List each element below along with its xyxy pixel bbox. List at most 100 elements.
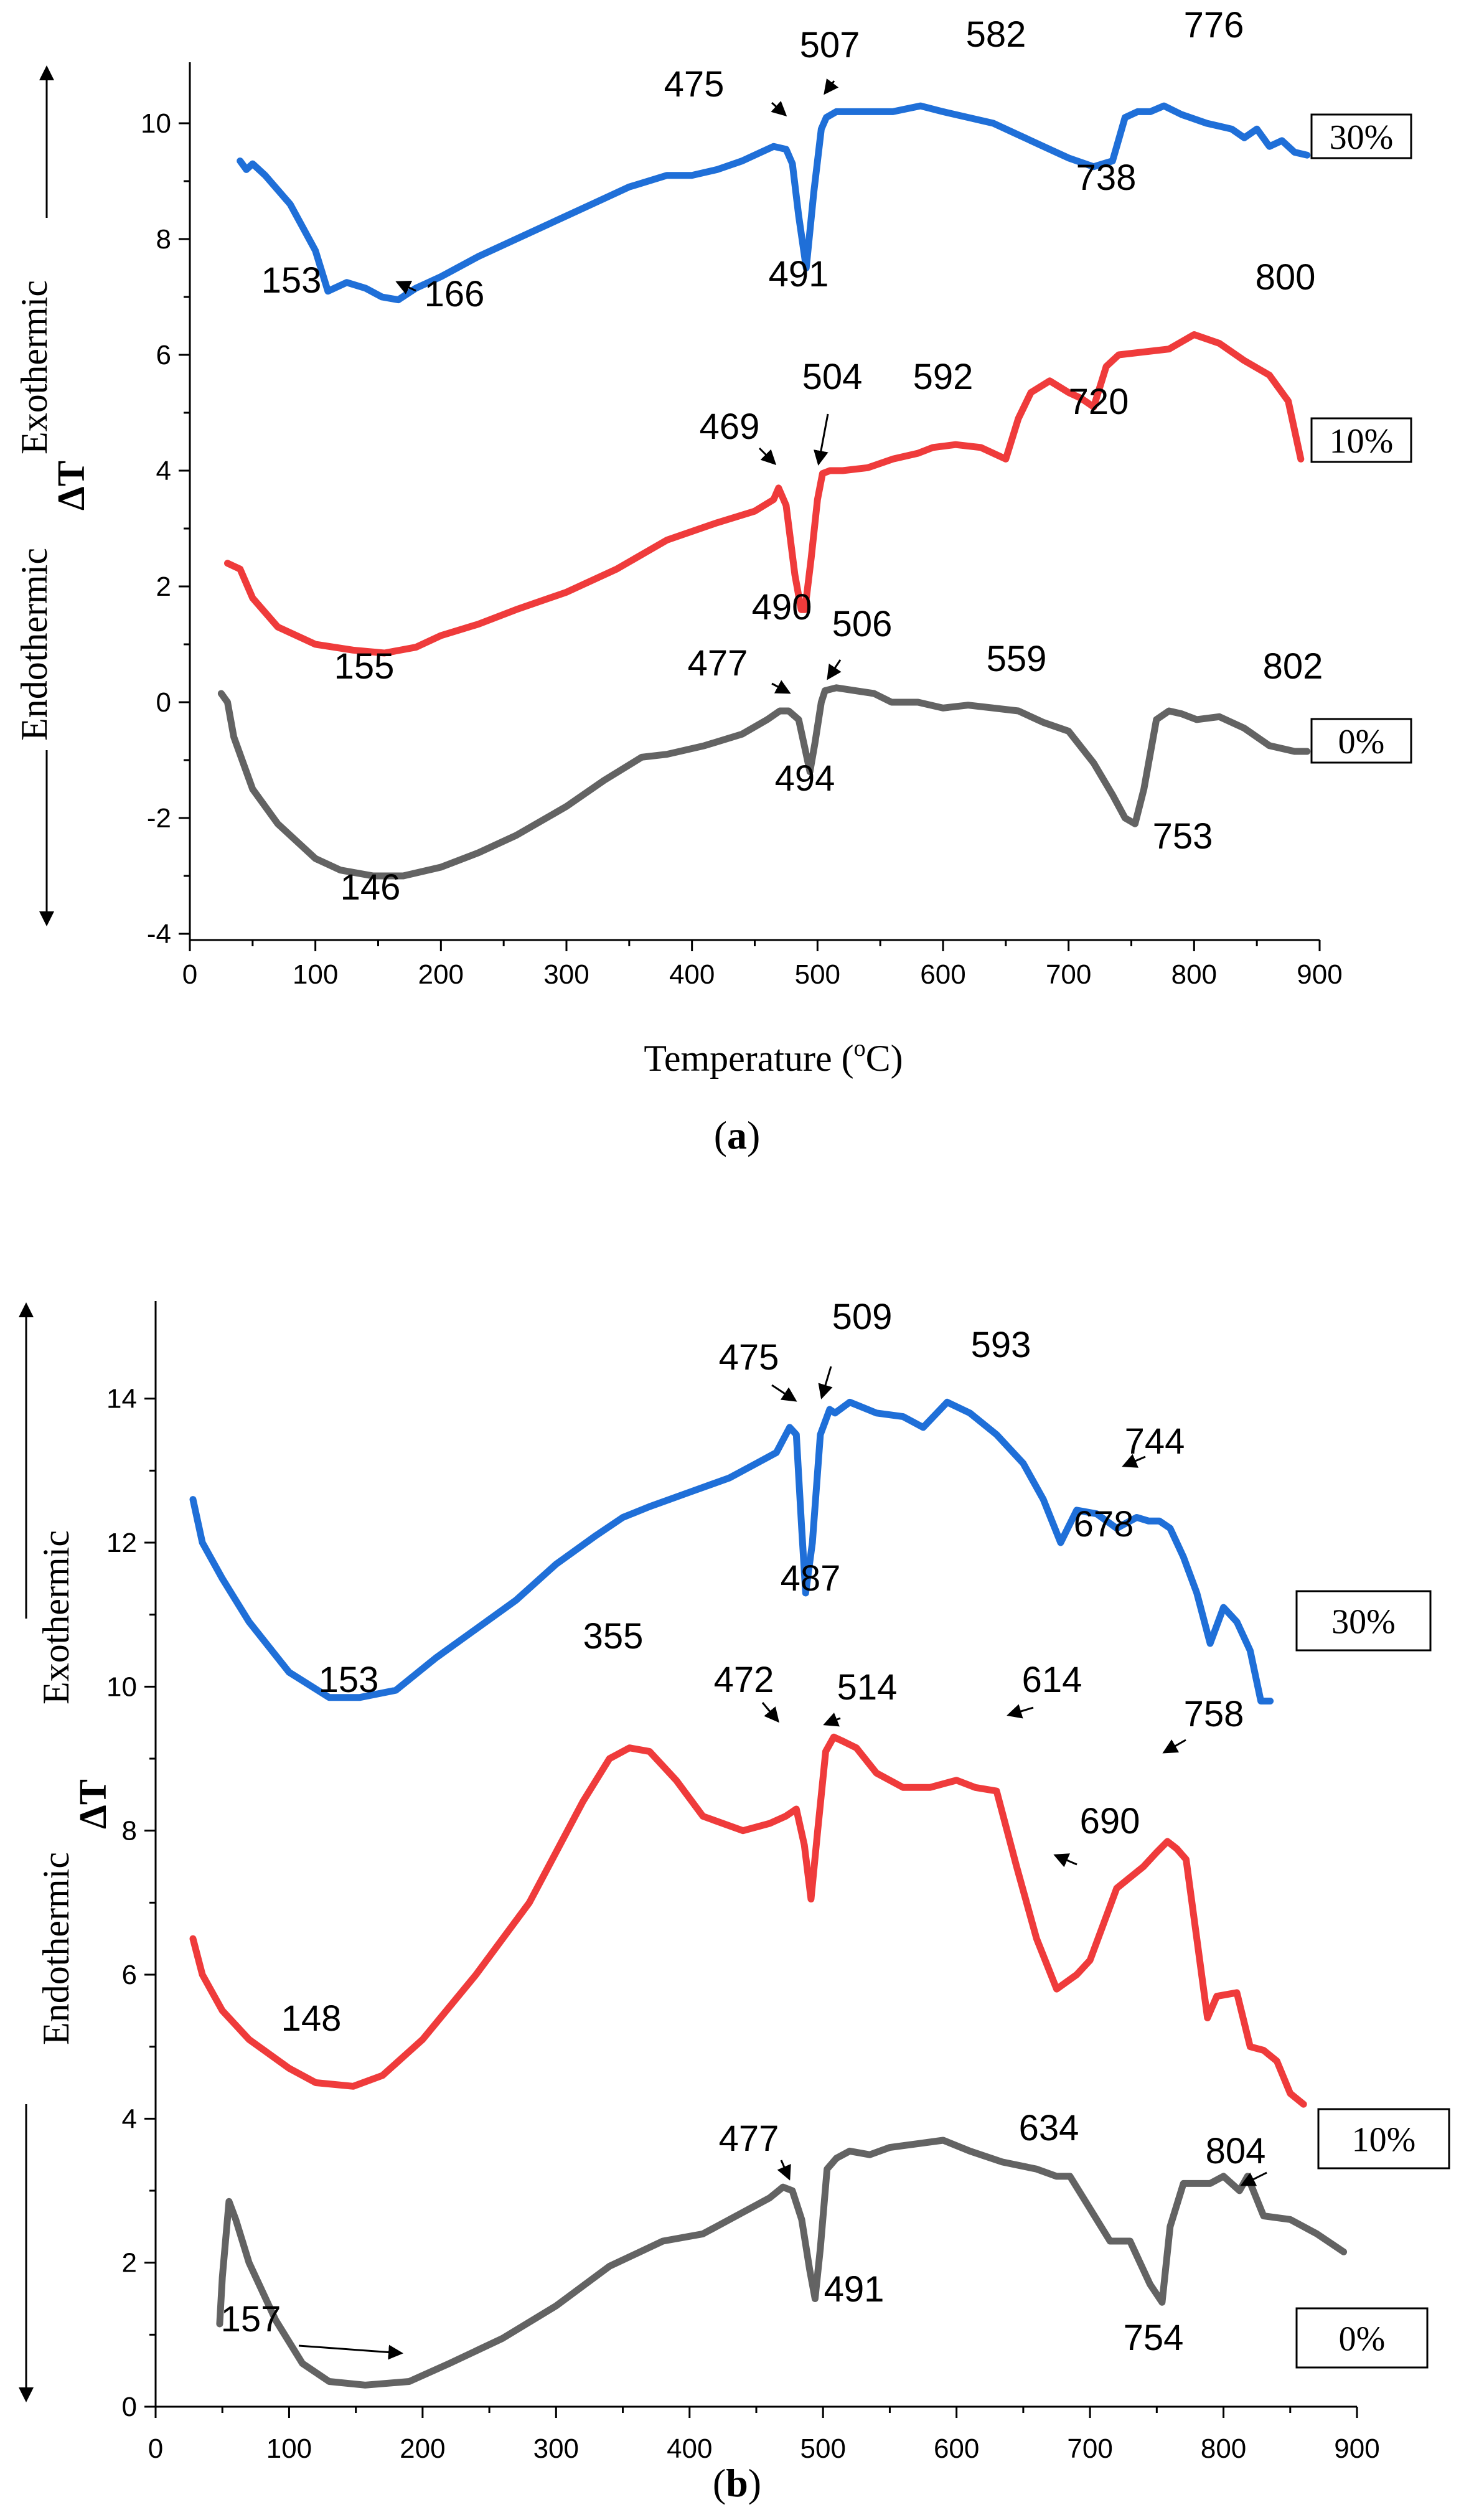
legend-box [1310, 113, 1412, 159]
legend-label: 0% [1339, 2320, 1386, 2359]
legend-box [1317, 2108, 1450, 2170]
y-tick-label: 8 [122, 1816, 137, 1846]
peak-annotation: 491 [824, 2269, 885, 2310]
x-axis-title: Temperature (oC) [644, 1035, 903, 1079]
peak-annotation: 166 [425, 274, 485, 314]
series-line-30pct [237, 102, 1311, 304]
y-tick-label: 10 [141, 108, 171, 139]
caption-close: ) [748, 2461, 761, 2505]
y-label-endothermic: Endothermic [14, 548, 55, 741]
peak-annotation: 559 [987, 639, 1047, 679]
peak-annotation: 758 [1184, 1694, 1244, 1734]
annotation-arrow [777, 2160, 791, 2181]
y-label-exothermic: Exothermic [35, 1530, 77, 1704]
x-tick-label: 0 [182, 959, 197, 990]
panel-a-chart: 0 100 200 300 400 500 600 700 800 900 -4 -2 0 2 4 6 8 10 3… [14, 5, 1412, 1157]
caption-letter: a [727, 1113, 747, 1157]
peak-annotation: 804 [1206, 2131, 1266, 2171]
x-axis-title-degree: o [854, 1035, 866, 1061]
annotation-arrow [758, 447, 777, 466]
annotation-arrow [1053, 1853, 1077, 1868]
y-tick-label: 0 [122, 2392, 137, 2422]
y-tick-label: 0 [156, 687, 171, 718]
y-tick-label: -2 [147, 803, 171, 834]
peak-annotation: 506 [832, 604, 893, 644]
peak-annotation: 582 [966, 14, 1026, 55]
x-tick-label: 900 [1334, 2433, 1379, 2464]
x-tick-label: 800 [1171, 959, 1217, 990]
series-line-30pct [189, 1398, 1274, 1704]
peak-annotation: 507 [800, 25, 860, 65]
legend-box [1310, 417, 1412, 463]
y-tick-label: 4 [156, 456, 171, 486]
peak-annotation: 504 [802, 357, 863, 397]
annotation-arrow [298, 2344, 403, 2360]
annotation-arrow [761, 1702, 779, 1723]
x-tick-label: 400 [667, 2433, 712, 2464]
peak-annotation: 153 [261, 260, 322, 301]
y-tick-label: -4 [147, 919, 171, 949]
peak-annotation: 593 [971, 1325, 1031, 1365]
x-axis-title-main: Temperature ( [645, 2513, 855, 2520]
x-axis-title-tail: C) [867, 2513, 904, 2520]
annotation-arrow [395, 281, 416, 294]
annotation-arrow [1122, 1454, 1146, 1468]
x-tick-label: 300 [543, 959, 589, 990]
x-tick-label: 900 [1297, 959, 1342, 990]
x-axis-title-degree: o [855, 2511, 867, 2520]
panel-b-chart: 0 100 200 300 400 500 600 700 800 900 0 2 4 6 8 10 12 14 3… [19, 1297, 1450, 2520]
annotation-arrow [771, 680, 791, 694]
peak-annotation: 744 [1125, 1421, 1185, 1462]
x-tick-label: 0 [148, 2433, 163, 2464]
peak-annotation: 355 [583, 1616, 644, 1657]
x-tick-label: 500 [795, 959, 840, 990]
y-label-delta-t: ΔT [50, 461, 93, 510]
peak-annotation: 472 [714, 1660, 774, 1700]
legend-label: 10% [1352, 2121, 1416, 2160]
x-tick-label: 400 [669, 959, 715, 990]
peak-annotation: 720 [1069, 382, 1129, 422]
x-axis-title: Temperature (oC) [645, 2511, 904, 2520]
peak-annotation: 802 [1263, 646, 1323, 687]
series-line-10pct [224, 331, 1305, 657]
peak-annotation: 477 [719, 2118, 779, 2159]
x-axis-title-tail: C) [866, 1038, 903, 1079]
legend-label: 30% [1331, 1603, 1396, 1642]
peak-annotation: 678 [1074, 1504, 1134, 1544]
y-label-exothermic: Exothermic [14, 280, 55, 454]
peak-annotation: 146 [340, 867, 401, 908]
annotation-arrow [1007, 1704, 1034, 1719]
legend-label: 0% [1338, 723, 1385, 761]
peak-annotation: 494 [775, 758, 835, 799]
y-tick-label: 2 [122, 2248, 137, 2278]
peak-annotation: 776 [1184, 5, 1244, 45]
series-line-0pct [217, 684, 1311, 880]
y-label-endothermic: Endothermic [35, 1852, 77, 2045]
annotation-arrow [824, 78, 839, 95]
annotation-arrow [823, 1713, 841, 1727]
peak-annotation: 509 [832, 1297, 893, 1337]
peak-annotation: 148 [281, 1998, 342, 2039]
peak-annotation: 738 [1076, 158, 1137, 198]
x-tick-label: 800 [1201, 2433, 1246, 2464]
peak-annotation: 690 [1080, 1801, 1140, 1841]
caption-close: ) [747, 1113, 760, 1157]
series-line-0pct [216, 2137, 1348, 2389]
peak-annotation: 469 [700, 407, 760, 447]
x-tick-label: 600 [920, 959, 965, 990]
y-tick-label: 6 [122, 1960, 137, 1990]
peak-annotation: 592 [913, 357, 974, 397]
x-tick-label: 700 [1046, 959, 1091, 990]
y-tick-label: 2 [156, 571, 171, 602]
peak-annotation: 155 [334, 646, 395, 687]
annotation-arrow [827, 659, 842, 680]
y-tick-label: 8 [156, 224, 171, 255]
peak-annotation: 477 [688, 643, 748, 684]
x-axis-title-main: Temperature ( [644, 1038, 853, 1079]
peak-annotation: 157 [221, 2299, 281, 2339]
panel-caption: (a) [714, 1113, 761, 1157]
peak-annotation: 491 [769, 254, 829, 294]
legend-label: 30% [1330, 118, 1394, 157]
annotation-arrow [771, 100, 787, 117]
